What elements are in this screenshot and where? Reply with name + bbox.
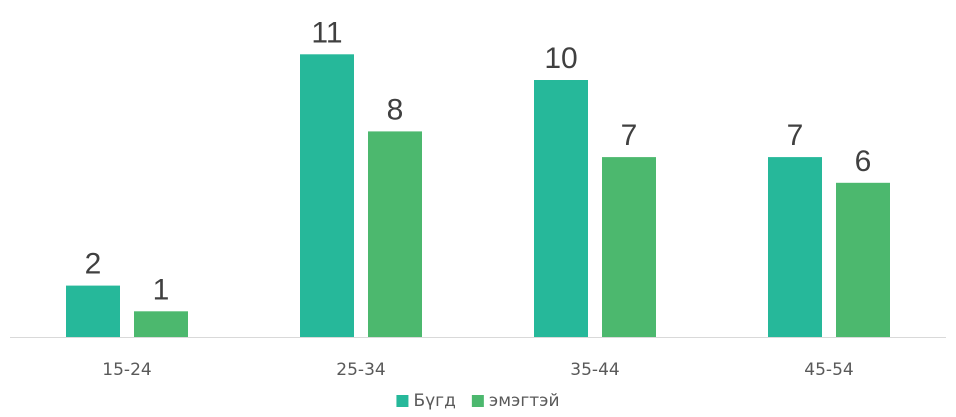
data-label-series2-25-34: 8	[387, 93, 404, 126]
data-label-series2-15-24: 1	[153, 273, 170, 306]
x-tick-labels: 15-24 25-34 35-44 45-54	[102, 360, 853, 380]
legend: Бүгд эмэгтэй	[396, 391, 560, 411]
bar-series1-15-24	[66, 285, 120, 337]
x-tick-label-15-24: 15-24	[102, 360, 151, 380]
legend-swatch-series2	[471, 395, 484, 407]
legend-item-series1: Бүгд	[396, 391, 456, 411]
data-label-series1-15-24: 2	[85, 248, 102, 281]
x-tick-label-35-44: 35-44	[570, 360, 619, 380]
data-label-series1-45-54: 7	[787, 119, 804, 152]
data-label-series1-25-34: 11	[311, 16, 342, 49]
bars-layer	[66, 54, 890, 338]
data-label-series2-35-44: 7	[621, 119, 638, 152]
bar-series1-45-54	[768, 157, 822, 337]
data-label-series2-45-54: 6	[855, 145, 872, 178]
legend-swatch-series1	[396, 395, 409, 407]
legend-item-series2: эмэгтэй	[471, 391, 560, 411]
data-label-series1-35-44: 10	[544, 42, 577, 75]
bar-series2-15-24	[134, 311, 188, 337]
x-tick-label-45-54: 45-54	[804, 360, 853, 380]
legend-label-series2: эмэгтэй	[489, 391, 560, 411]
legend-label-series1: Бүгд	[413, 391, 455, 411]
bar-series2-45-54	[836, 182, 890, 337]
bar-series1-35-44	[534, 80, 588, 337]
bar-series2-35-44	[602, 157, 656, 337]
bar-series1-25-34	[300, 54, 354, 338]
x-tick-label-25-34: 25-34	[336, 360, 385, 380]
bar-series2-25-34	[368, 131, 422, 337]
